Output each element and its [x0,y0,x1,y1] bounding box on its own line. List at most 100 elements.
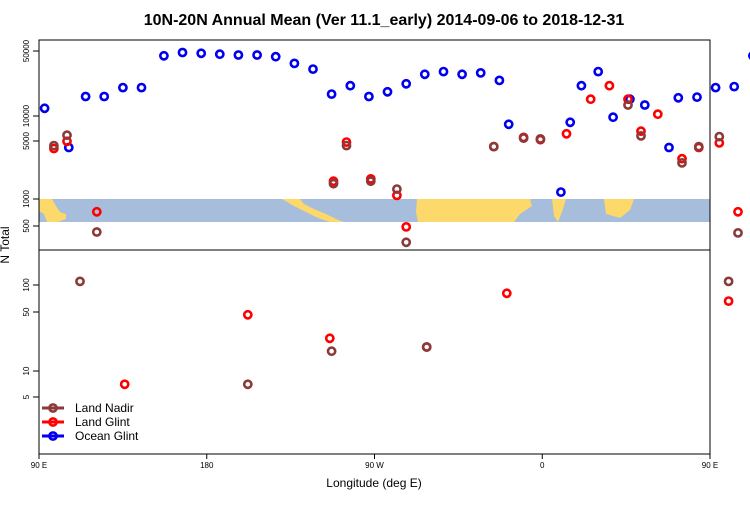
land-glint-marker [119,379,130,390]
ocean-glint-marker [214,49,225,60]
ocean-glint-marker [673,92,684,103]
ocean-glint-marker [576,80,587,91]
land-nadir-marker [49,140,59,151]
ocean-glint-marker [80,91,91,102]
land-nadir-marker [723,276,734,287]
land-nadir-marker [75,276,85,287]
land-nadir-marker [365,176,376,187]
ocean-glint-marker [494,75,505,86]
ocean-glint-marker [475,68,486,78]
ocean-glint-marker [326,89,337,99]
land-nadir-marker [391,184,402,194]
ocean-glint-marker [710,82,721,93]
map-band-land-india [552,199,566,222]
legend-marker [48,431,58,441]
land-glint-marker [623,94,633,105]
land-nadir-marker [91,227,102,237]
ocean-glint-marker [457,69,467,80]
land-glint-marker [401,221,412,232]
land-glint-marker [324,333,335,344]
ocean-glint-marker [196,48,207,59]
ocean-glint-marker [664,142,674,153]
land-nadir-marker [326,346,337,357]
legend-label: Land Nadir [75,401,134,415]
ocean-glint-marker [593,66,604,77]
ocean-glint-marker [565,117,576,128]
land-nadir-marker [242,379,253,390]
land-nadir-marker [341,140,352,151]
ocean-glint-marker [252,50,262,60]
map-band-ocean [39,199,710,222]
y-axis: 50000 10000 5000 1000 500 100 50 10 5 [22,39,39,399]
land-glint-marker [652,109,663,120]
ocean-glint-marker [308,64,318,74]
legend-label: Ocean Glint [75,429,139,443]
ocean-glint-marker [438,66,449,77]
x-tick-label: 90 E [31,461,47,470]
y-tick-label: 50 [22,307,31,316]
legend-label: Land Glint [75,415,130,429]
ocean-glint-marker [692,92,702,102]
land-glint-marker [242,309,253,320]
land-nadir-marker [401,237,412,248]
chart-title: 10N-20N Annual Mean (Ver 11.1_early) 201… [144,12,625,29]
x-axis: 90 E 180 90 W 0 90 E [31,454,718,470]
y-tick-label: 1000 [22,190,31,208]
legend-marker [48,403,58,413]
land-glint-marker [585,94,596,105]
x-tick-label: 90 E [702,461,718,470]
land-glint-marker [677,153,687,164]
land-nadir-marker [677,157,687,168]
map-band [39,199,710,222]
land-glint-marker [501,288,512,299]
ocean-glint-marker [177,47,188,58]
ocean-glint-marker [233,50,244,60]
ocean-glint-marker [39,103,50,114]
y-tick-label: 10 [22,366,31,375]
data-markers [39,47,750,390]
land-glint-marker [723,296,734,306]
land-glint-marker [636,126,646,137]
map-band-land-asia [39,199,66,222]
land-glint-marker [561,128,572,139]
ocean-glint-marker [345,80,356,91]
map-band-land-africa [416,199,532,222]
map-band-land-americas [282,199,344,222]
ocean-glint-marker [608,112,618,123]
land-nadir-marker [518,133,529,143]
y-axis-label: N Total [0,226,12,263]
land-glint-marker [341,137,352,147]
land-nadir-marker [714,131,725,142]
map-band-land-indochina [604,199,634,218]
ocean-glint-marker [419,69,430,80]
y-tick-label: 50000 [22,39,31,62]
ocean-glint-marker [556,187,566,197]
land-nadir-marker [623,100,633,110]
y-tick-label: 5 [22,394,31,399]
ocean-glint-marker [748,51,750,60]
land-glint-marker [604,80,615,91]
ocean-glint-marker [401,78,412,89]
x-tick-label: 0 [540,461,545,470]
ocean-glint-marker [99,91,110,102]
x-tick-label: 90 W [365,461,384,470]
land-nadir-marker [328,178,339,189]
land-glint-marker [733,206,743,217]
x-tick-label: 180 [200,461,214,470]
y-tick-label: 500 [22,219,31,233]
land-nadir-marker [62,130,72,141]
ocean-glint-marker [158,50,169,61]
land-nadir-marker [535,133,546,144]
y-tick-label: 10000 [22,104,31,127]
land-glint-marker [91,206,102,217]
plot-frame [38,39,711,455]
ocean-glint-marker [382,86,393,97]
ocean-glint-marker [639,100,650,110]
land-nadir-marker [733,227,743,238]
x-axis-label: Longitude (deg E) [326,476,421,490]
y-tick-label: 5000 [22,132,31,150]
y-tick-label: 100 [22,278,31,292]
land-nadir-marker [421,342,432,352]
